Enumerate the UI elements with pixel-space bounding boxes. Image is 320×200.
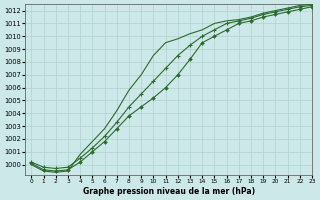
X-axis label: Graphe pression niveau de la mer (hPa): Graphe pression niveau de la mer (hPa): [83, 187, 255, 196]
